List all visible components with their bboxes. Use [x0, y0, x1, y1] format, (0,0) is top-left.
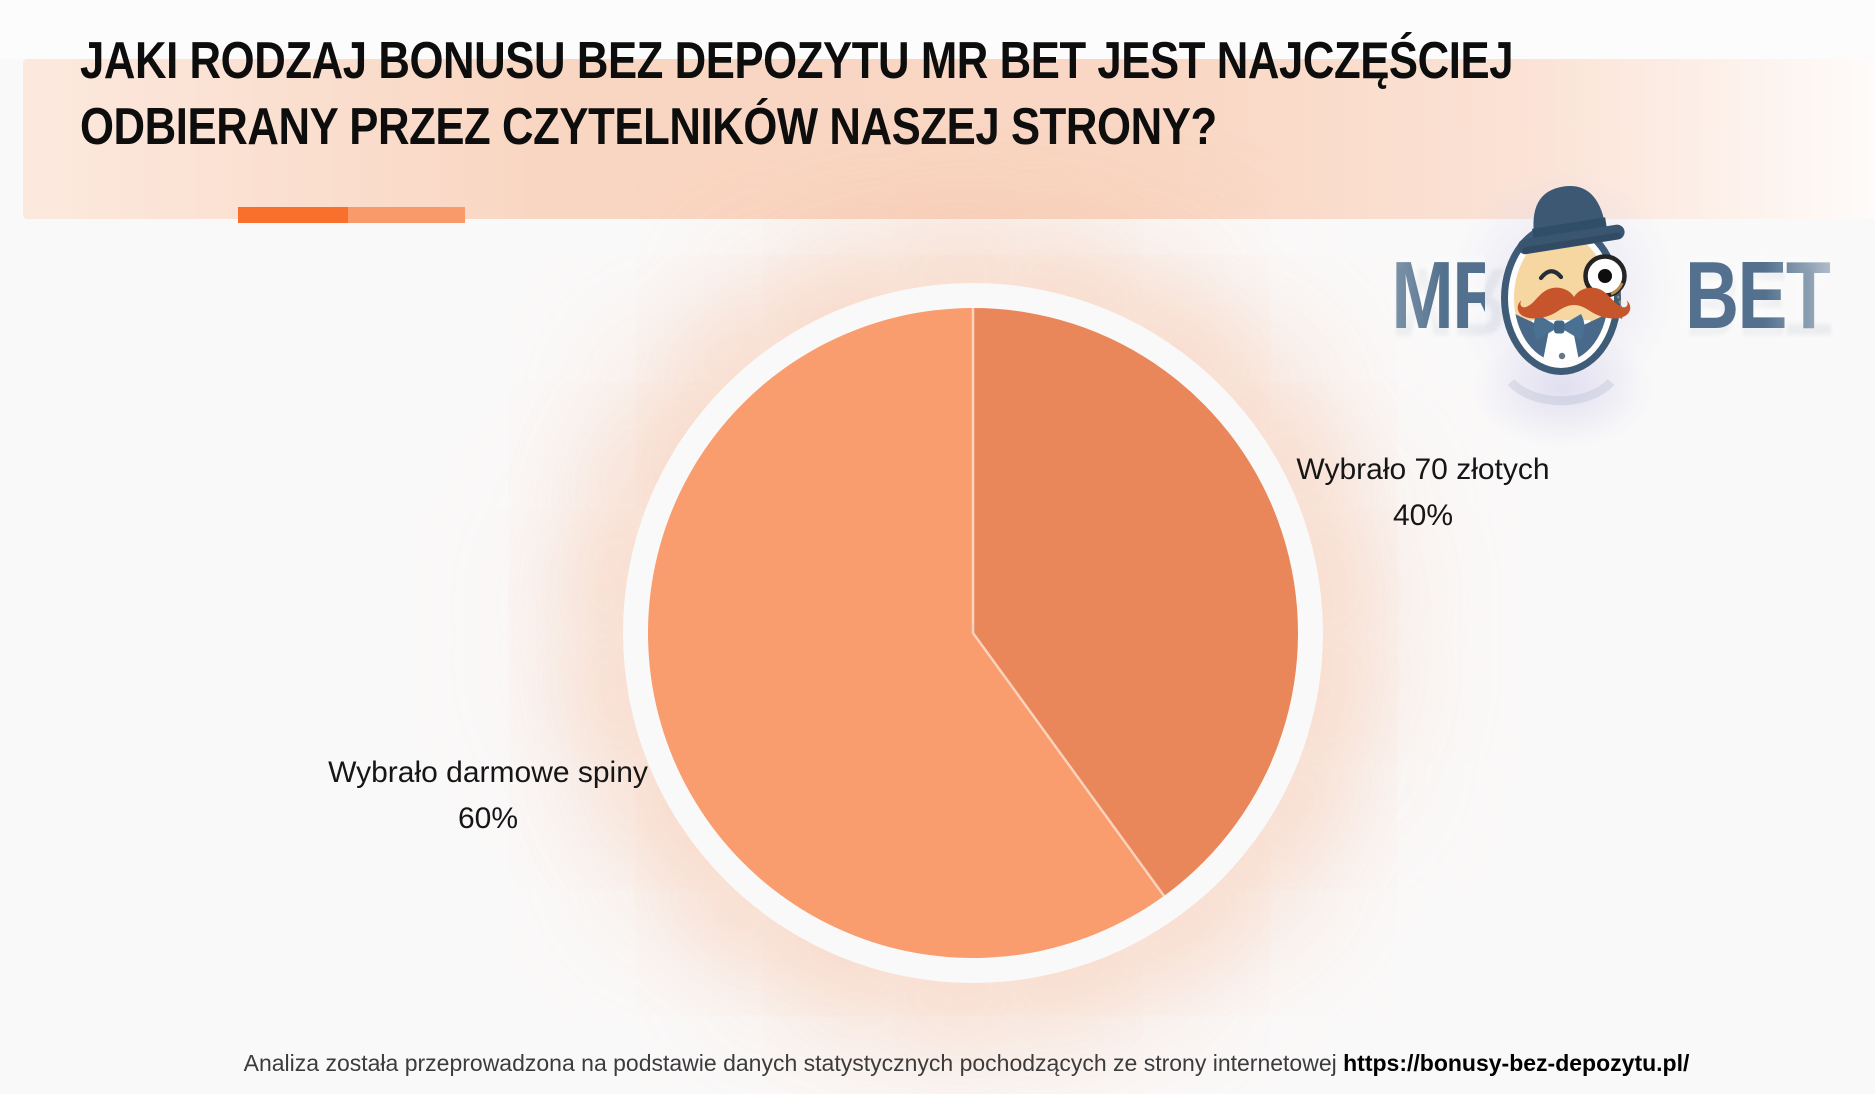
pie-label-darmowe-spiny: Wybrało darmowe spiny 60% [238, 750, 738, 842]
mascot-reflection-arc [1507, 378, 1615, 406]
accent-bar-segment-dark [238, 207, 348, 223]
source-note: Analiza została przeprowadzona na podsta… [0, 1046, 1875, 1080]
pie-label-text: Wybrało 70 złotych [1296, 453, 1550, 486]
monocle-chain [1614, 290, 1623, 322]
accent-bar [238, 207, 465, 223]
source-text: Analiza została przeprowadzona na podsta… [243, 1050, 1337, 1076]
shirt-button [1558, 352, 1566, 360]
pie-slice-40% [973, 308, 1298, 896]
pie-label-text: Wybrało darmowe spiny [328, 756, 648, 789]
pie-label-percent: 40% [1392, 499, 1454, 532]
brand-word-bet: BET [1685, 242, 1832, 349]
source-url: https://bonusy-bez-depozytu.pl/ [1343, 1050, 1690, 1076]
pie-slice-60% [647, 308, 1165, 958]
wink-eye [1538, 269, 1564, 281]
page-title: JAKI RODZAJ BONUSU BEZ DEPOZYTU MR BET J… [80, 28, 1575, 160]
pie-label-70-zlotych: Wybrało 70 złotych 40% [1193, 447, 1653, 539]
bowler-hat-icon [1517, 185, 1625, 255]
brand-word-mr: MR [1391, 242, 1506, 349]
pie-label-percent: 60% [457, 802, 519, 835]
bow-tie [1533, 314, 1585, 340]
accent-bar-segment-light [348, 207, 465, 223]
pie-slice-separator [971, 632, 1166, 897]
top-strip [0, 0, 1875, 59]
mustache [1517, 287, 1631, 319]
pie-chart [647, 308, 1298, 958]
title-line-1: JAKI RODZAJ BONUSU BEZ DEPOZYTU MR BET J… [80, 32, 1514, 90]
title-line-2: ODBIERANY PRZEZ CZYTELNIKÓW NASZEJ STRON… [80, 98, 1217, 156]
mr-bet-mascot-logo [1501, 185, 1631, 406]
monocle-icon [1583, 254, 1627, 298]
